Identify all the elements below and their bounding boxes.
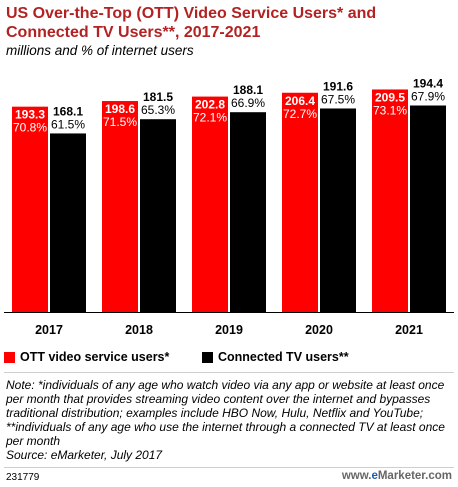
value-label: 181.5 xyxy=(143,90,173,104)
x-tick-label: 2021 xyxy=(395,323,423,337)
percent-label: 72.1% xyxy=(193,111,227,125)
bar-ctv-2018 xyxy=(140,119,176,312)
value-label: 168.1 xyxy=(53,104,83,118)
x-tick-label: 2018 xyxy=(125,323,153,337)
legend-label-ctv: Connected TV users** xyxy=(218,350,349,364)
percent-label: 65.3% xyxy=(141,103,175,117)
footer-divider xyxy=(4,467,454,468)
legend-item-ctv: Connected TV users** xyxy=(202,350,349,364)
brand-prefix: www. xyxy=(341,470,372,482)
legend-item-ott: OTT video service users* xyxy=(4,350,169,364)
bar-chart: 193.370.8%168.161.5%2017198.671.5%181.56… xyxy=(4,77,454,337)
brand-e: e xyxy=(371,470,378,482)
value-label: 198.6 xyxy=(105,102,135,116)
legend-swatch-ctv xyxy=(202,351,213,363)
value-label: 206.4 xyxy=(285,94,315,108)
bar-ctv-2021 xyxy=(410,105,446,312)
bar-ott-2020 xyxy=(282,92,318,313)
bar-ctv-2020 xyxy=(320,108,356,312)
percent-label: 73.1% xyxy=(373,103,407,117)
bar-ott-2019 xyxy=(192,96,228,312)
value-label: 202.8 xyxy=(195,98,225,112)
legend-swatch-ott xyxy=(4,351,15,363)
x-tick-label: 2020 xyxy=(305,323,333,337)
x-tick-label: 2019 xyxy=(215,323,243,337)
value-label: 193.3 xyxy=(15,108,45,122)
value-label: 209.5 xyxy=(375,90,405,104)
footer: 231779 www.eMarketer.com xyxy=(4,470,454,484)
bar-ctv-2019 xyxy=(230,112,266,312)
source-text: Source: eMarketer, July 2017 xyxy=(6,448,163,462)
bar-ott-2018 xyxy=(102,101,138,312)
chart-subtitle: millions and % of internet users xyxy=(6,43,194,58)
chart-note: Note: *individuals of any age who watch … xyxy=(6,378,454,462)
value-label: 188.1 xyxy=(233,83,263,97)
percent-label: 61.5% xyxy=(51,117,85,131)
percent-label: 70.8% xyxy=(13,121,47,135)
chart-title: US Over-the-Top (OTT) Video Service User… xyxy=(6,5,377,41)
bar-ott-2021 xyxy=(372,89,408,312)
percent-label: 66.9% xyxy=(231,96,265,110)
brand-suffix: Marketer.com xyxy=(377,470,452,482)
percent-label: 72.7% xyxy=(283,107,317,121)
percent-label: 71.5% xyxy=(103,115,137,129)
value-label: 194.4 xyxy=(413,77,443,91)
x-tick-label: 2017 xyxy=(35,323,63,337)
percent-label: 67.5% xyxy=(321,92,355,106)
brand-logo: www.eMarketer.com xyxy=(342,470,452,482)
chart-id: 231779 xyxy=(6,472,40,483)
divider xyxy=(4,372,454,373)
bar-ott-2017 xyxy=(12,106,48,312)
chart-legend: OTT video service users* Connected TV us… xyxy=(4,346,454,366)
value-label: 191.6 xyxy=(323,79,353,93)
legend-label-ott: OTT video service users* xyxy=(20,350,170,364)
bar-ctv-2017 xyxy=(50,133,86,312)
percent-label: 67.9% xyxy=(411,90,445,104)
note-text: Note: *individuals of any age who watch … xyxy=(6,378,445,448)
